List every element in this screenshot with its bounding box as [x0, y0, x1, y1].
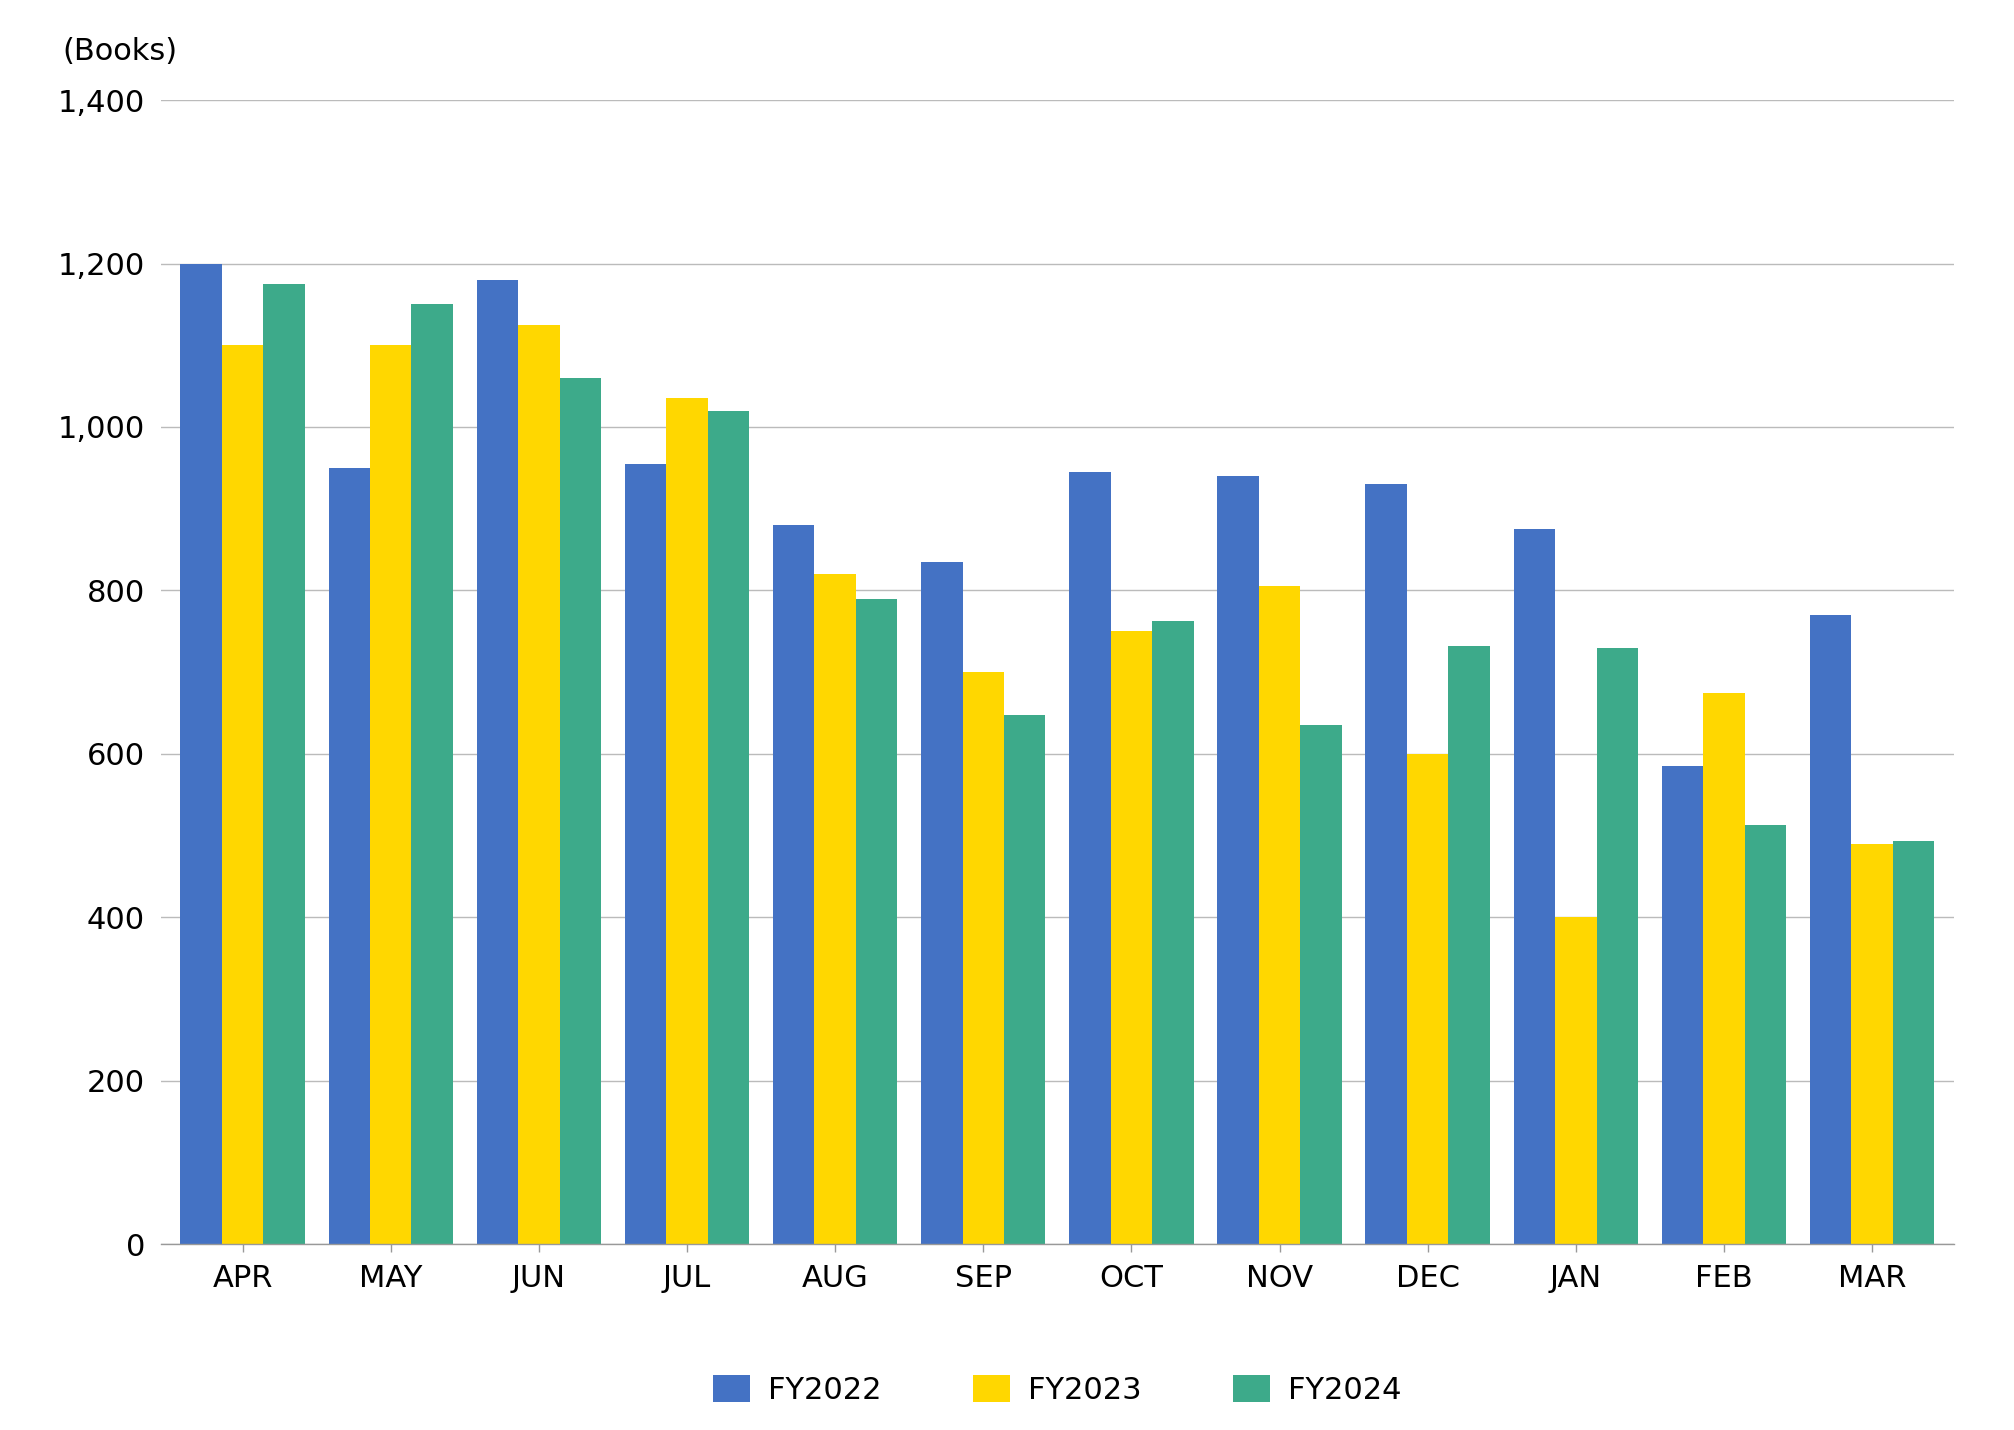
- Bar: [1851, 844, 1893, 1244]
- Bar: [328, 468, 371, 1244]
- Bar: [181, 263, 222, 1244]
- Bar: [1515, 529, 1555, 1244]
- Bar: [411, 305, 453, 1244]
- Bar: [1893, 841, 1933, 1244]
- Bar: [1555, 917, 1597, 1244]
- Legend: FY2022, FY2023, FY2024: FY2022, FY2023, FY2024: [701, 1363, 1414, 1417]
- Bar: [963, 672, 1005, 1244]
- Bar: [1365, 485, 1408, 1244]
- Bar: [1259, 586, 1301, 1244]
- Bar: [1301, 725, 1341, 1244]
- Bar: [1662, 766, 1704, 1244]
- Bar: [1448, 646, 1490, 1244]
- Bar: [1152, 622, 1194, 1244]
- Bar: [560, 378, 600, 1244]
- Bar: [667, 399, 707, 1244]
- Bar: [371, 345, 411, 1244]
- Bar: [773, 525, 814, 1244]
- Bar: [1811, 615, 1851, 1244]
- Bar: [222, 345, 264, 1244]
- Bar: [1005, 715, 1045, 1244]
- Bar: [1110, 631, 1152, 1244]
- Bar: [624, 463, 667, 1244]
- Bar: [1069, 472, 1110, 1244]
- Text: (Books): (Books): [62, 37, 177, 66]
- Bar: [1216, 476, 1259, 1244]
- Bar: [264, 285, 304, 1244]
- Bar: [814, 573, 856, 1244]
- Bar: [1744, 825, 1786, 1244]
- Bar: [856, 599, 898, 1244]
- Bar: [477, 280, 518, 1244]
- Bar: [518, 325, 560, 1244]
- Bar: [1597, 648, 1637, 1244]
- Bar: [707, 410, 749, 1244]
- Bar: [920, 562, 963, 1244]
- Bar: [1408, 754, 1448, 1244]
- Bar: [1704, 692, 1744, 1244]
